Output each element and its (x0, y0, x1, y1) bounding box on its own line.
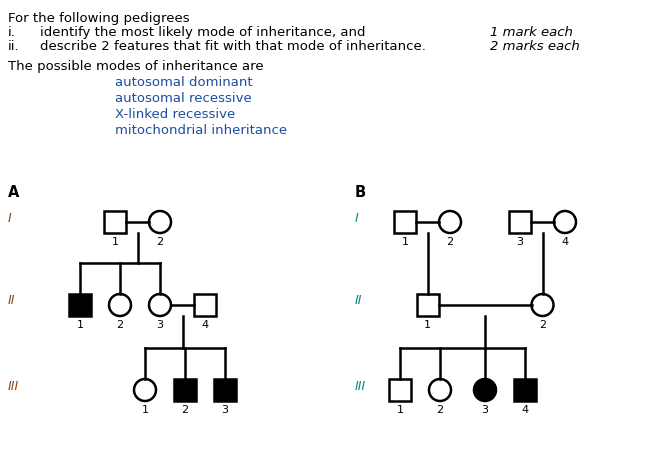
Text: 2: 2 (181, 405, 188, 415)
Ellipse shape (149, 294, 171, 316)
Bar (394, 211, 416, 233)
Text: 1: 1 (401, 237, 409, 247)
Bar (69, 294, 91, 316)
Ellipse shape (149, 211, 171, 233)
Text: For the following pedigrees: For the following pedigrees (8, 12, 190, 25)
Text: autosomal recessive: autosomal recessive (115, 92, 252, 105)
Text: autosomal dominant: autosomal dominant (115, 76, 252, 89)
Text: 4: 4 (521, 405, 529, 415)
Text: 3: 3 (517, 237, 523, 247)
Bar (416, 294, 438, 316)
Text: III: III (8, 379, 19, 392)
Ellipse shape (439, 211, 461, 233)
Text: 2: 2 (156, 237, 163, 247)
Text: 1: 1 (424, 320, 431, 330)
Text: The possible modes of inheritance are: The possible modes of inheritance are (8, 60, 264, 73)
Text: I: I (8, 212, 12, 225)
Text: mitochondrial inheritance: mitochondrial inheritance (115, 124, 287, 137)
Text: 3: 3 (221, 405, 229, 415)
Bar (214, 379, 236, 401)
Text: identify the most likely mode of inheritance, and: identify the most likely mode of inherit… (40, 26, 366, 39)
Text: i.: i. (8, 26, 16, 39)
Text: 2: 2 (446, 237, 453, 247)
Text: 2: 2 (117, 320, 124, 330)
Text: A: A (8, 185, 19, 200)
Text: 1: 1 (397, 405, 403, 415)
Text: 1: 1 (76, 320, 84, 330)
Text: 2: 2 (436, 405, 444, 415)
Text: ii.: ii. (8, 40, 20, 53)
Text: II: II (355, 295, 362, 307)
Text: II: II (8, 295, 16, 307)
Text: I: I (355, 212, 358, 225)
Bar (509, 211, 531, 233)
Text: 4: 4 (561, 237, 569, 247)
Bar (514, 379, 536, 401)
Bar (104, 211, 126, 233)
Ellipse shape (474, 379, 496, 401)
Text: describe 2 features that fit with that mode of inheritance.: describe 2 features that fit with that m… (40, 40, 426, 53)
Bar (174, 379, 196, 401)
Ellipse shape (109, 294, 131, 316)
Text: X-linked recessive: X-linked recessive (115, 108, 235, 121)
Text: 1 mark each: 1 mark each (490, 26, 573, 39)
Text: 1: 1 (111, 237, 119, 247)
Ellipse shape (429, 379, 451, 401)
Text: 2 marks each: 2 marks each (490, 40, 580, 53)
Text: 2: 2 (539, 320, 546, 330)
Bar (389, 379, 411, 401)
Text: 1: 1 (142, 405, 148, 415)
Text: 4: 4 (202, 320, 208, 330)
Ellipse shape (554, 211, 576, 233)
Text: B: B (355, 185, 366, 200)
Bar (194, 294, 216, 316)
Ellipse shape (532, 294, 554, 316)
Text: 3: 3 (482, 405, 488, 415)
Text: 3: 3 (156, 320, 163, 330)
Text: III: III (355, 379, 366, 392)
Ellipse shape (134, 379, 156, 401)
